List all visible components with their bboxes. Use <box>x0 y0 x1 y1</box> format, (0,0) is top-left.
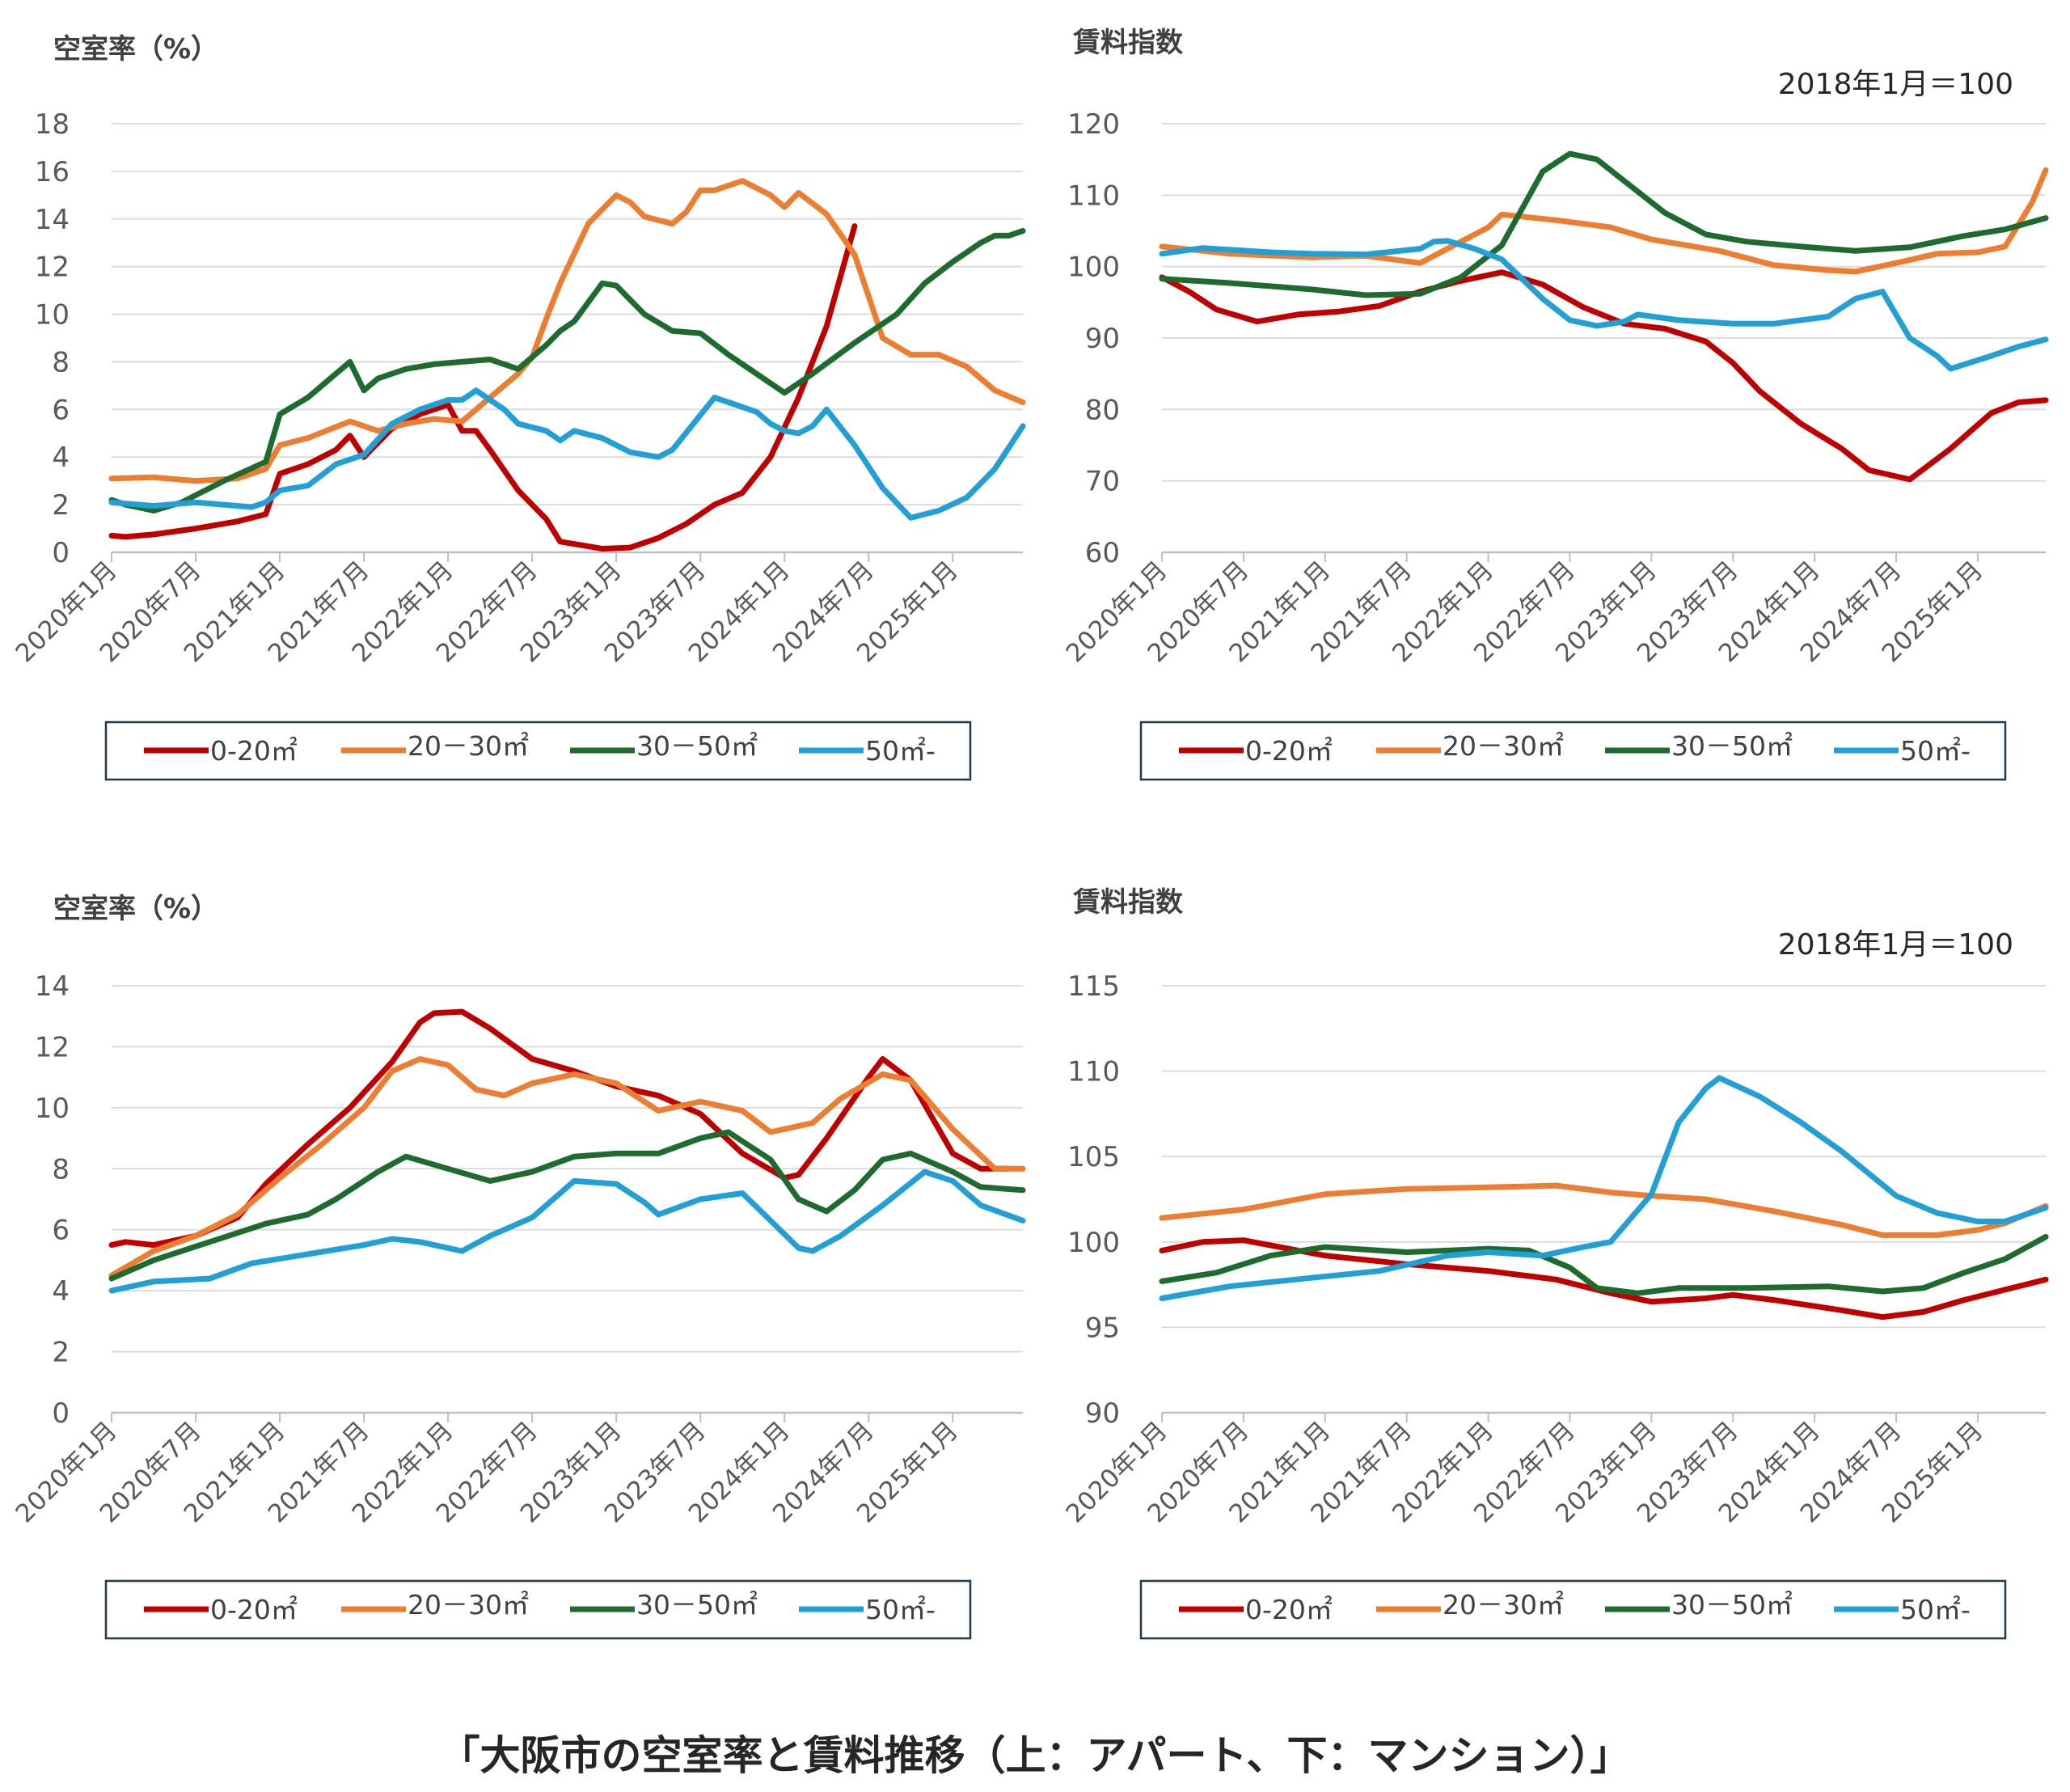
y-tick-label: 4 <box>52 442 70 474</box>
legend-label-20-30: 20－30㎡ <box>408 730 529 762</box>
y-tick-label: 4 <box>52 1275 70 1308</box>
legend-label-50: 50㎡- <box>865 735 936 767</box>
panel-mansion-rent: 賃料指数 2018年1月＝100 90951001051101152020年1月… <box>1061 886 2049 1640</box>
grid-apartment-rent: 607080901001101202020年1月2020年7月2021年1月20… <box>1061 108 2046 668</box>
series-mansion-rent <box>1159 1075 2049 1321</box>
note-mansion-rent: 2018年1月＝100 <box>1778 928 2013 962</box>
y-tick-label: 90 <box>1085 323 1120 355</box>
note-apartment-rent: 2018年1月＝100 <box>1778 68 2013 101</box>
y-tick-label: 10 <box>35 299 70 332</box>
legend-label-30-50: 30－50㎡ <box>1671 1589 1793 1621</box>
y-tick-label: 100 <box>1067 251 1120 284</box>
y-tick-label: 6 <box>52 1215 70 1247</box>
y-tick-label: 100 <box>1067 1227 1120 1259</box>
grid-apartment-vacancy: 0246810121416182020年1月2020年7月2021年1月2021… <box>11 108 1023 668</box>
series-apartment-rent <box>1159 150 2049 483</box>
y-tick-label: 0 <box>52 1397 70 1430</box>
grid-mansion-rent: 90951001051101152020年1月2020年7月2021年1月202… <box>1061 970 2046 1528</box>
ylabel-apartment-rent: 賃料指数 <box>1072 27 1183 59</box>
y-tick-label: 16 <box>35 156 70 188</box>
ylabel-mansion-rent: 賃料指数 <box>1072 886 1183 919</box>
y-tick-label: 105 <box>1067 1141 1120 1173</box>
y-tick-label: 6 <box>52 394 70 426</box>
series-line-0 <box>1159 269 2049 483</box>
legend-mansion-vacancy: 0-20㎡ 20－30㎡ 30－50㎡ 50㎡- <box>104 1579 972 1640</box>
legend-box <box>1139 1579 2007 1640</box>
legend-apartment-vacancy: 0-20㎡ 20－30㎡ 30－50㎡ 50㎡- <box>104 721 972 781</box>
y-tick-label: 2 <box>52 1337 70 1369</box>
y-tick-label: 110 <box>1067 180 1120 212</box>
y-tick-label: 80 <box>1085 394 1120 426</box>
legend-box <box>1139 721 2007 781</box>
y-tick-label: 12 <box>35 1031 70 1063</box>
y-tick-label: 10 <box>35 1093 70 1125</box>
y-tick-label: 60 <box>1085 537 1120 569</box>
legend-apartment-rent: 0-20㎡ 20－30㎡ 30－50㎡ 50㎡- <box>1139 721 2007 781</box>
y-tick-label: 90 <box>1085 1397 1120 1430</box>
legend-box <box>104 1579 972 1640</box>
panel-mansion-vacancy: 空室率（%） 024681012142020年1月2020年7月2021年1月2… <box>11 893 1026 1640</box>
y-tick-label: 8 <box>52 346 70 378</box>
y-tick-label: 14 <box>35 970 70 1003</box>
panel-apartment-rent: 賃料指数 2018年1月＝100 607080901001101202020年1… <box>1061 27 2049 781</box>
y-tick-label: 110 <box>1067 1056 1120 1088</box>
series-apartment-vacancy <box>108 178 1026 552</box>
y-tick-label: 115 <box>1067 970 1120 1003</box>
legend-label-30-50: 30－50㎡ <box>1671 730 1793 762</box>
figure-caption: 「大阪市の空室率と賃料推移（上：アパート、下：マンション）」 <box>440 1732 1631 1779</box>
series-line-3 <box>1159 1075 2049 1301</box>
series-line-1 <box>108 1056 1026 1278</box>
series-line-2 <box>108 1129 1026 1282</box>
series-line-3 <box>108 1169 1026 1294</box>
legend-label-30-50: 30－50㎡ <box>636 1589 758 1621</box>
legend-label-30-50: 30－50㎡ <box>636 730 758 762</box>
series-line-1 <box>1159 167 2049 275</box>
y-tick-label: 120 <box>1067 108 1120 141</box>
legend-label-0-20: 0-20㎡ <box>210 1594 298 1625</box>
series-line-2 <box>1159 150 2049 298</box>
y-tick-label: 14 <box>35 204 70 236</box>
series-line-2 <box>1159 1234 2049 1296</box>
y-tick-label: 0 <box>52 537 70 569</box>
legend-label-0-20: 0-20㎡ <box>210 735 298 767</box>
panel-apartment-vacancy: 空室率（%） 0246810121416182020年1月2020年7月2021… <box>11 33 1026 781</box>
series-line-1 <box>1159 1182 2049 1238</box>
y-tick-label: 18 <box>35 108 70 141</box>
y-tick-label: 8 <box>52 1153 70 1186</box>
legend-mansion-rent: 0-20㎡ 20－30㎡ 30－50㎡ 50㎡- <box>1139 1579 2007 1640</box>
legend-label-0-20: 0-20㎡ <box>1245 1594 1333 1625</box>
series-line-3 <box>1159 238 2049 372</box>
series-line-0 <box>108 223 858 552</box>
legend-label-20-30: 20－30㎡ <box>1443 730 1564 762</box>
series-line-0 <box>1159 1237 2049 1321</box>
ylabel-mansion-vacancy: 空室率（%） <box>53 893 218 925</box>
legend-box <box>104 721 972 781</box>
y-tick-label: 12 <box>35 251 70 284</box>
legend-label-50: 50㎡- <box>1900 1594 1971 1625</box>
series-line-2 <box>108 228 1026 514</box>
y-tick-label: 2 <box>52 489 70 522</box>
y-tick-label: 95 <box>1085 1312 1120 1344</box>
legend-label-20-30: 20－30㎡ <box>1443 1589 1564 1621</box>
series-line-3 <box>108 387 1026 521</box>
series-mansion-vacancy <box>108 1008 1026 1294</box>
series-line-1 <box>108 178 1026 484</box>
ylabel-apartment-vacancy: 空室率（%） <box>53 33 218 66</box>
legend-label-50: 50㎡- <box>1900 735 1971 767</box>
y-tick-label: 70 <box>1085 466 1120 498</box>
legend-label-20-30: 20－30㎡ <box>408 1589 529 1621</box>
legend-label-50: 50㎡- <box>865 1594 936 1625</box>
legend-label-0-20: 0-20㎡ <box>1245 735 1333 767</box>
